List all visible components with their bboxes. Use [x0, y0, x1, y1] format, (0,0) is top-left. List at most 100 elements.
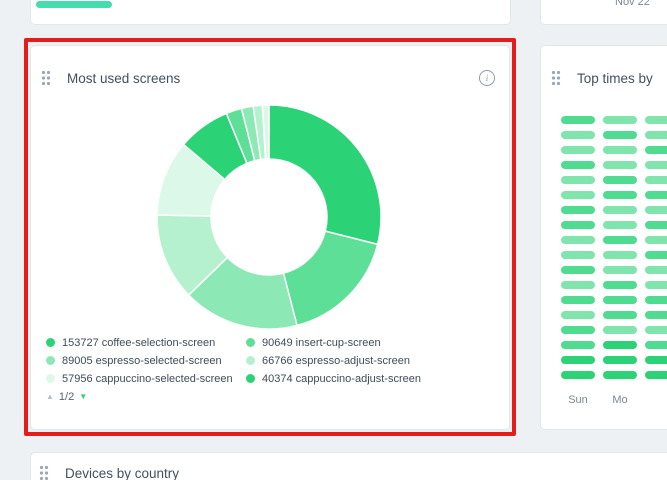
- devices-by-country-card: Devices by country: [30, 452, 667, 480]
- punchcard-cell: [645, 296, 667, 304]
- legend-dot-icon: [246, 356, 255, 365]
- punchcard-cell: [561, 341, 595, 349]
- punchcard-cell: [603, 131, 637, 139]
- punchcard-cell: [603, 221, 637, 229]
- legend-label: 89005 espresso-selected-screen: [62, 354, 222, 367]
- legend-dot-icon: [46, 338, 55, 347]
- legend-dot-icon: [46, 374, 55, 383]
- punchcard-cell: [561, 251, 595, 259]
- punchcard-cell: [561, 371, 595, 379]
- punchcard-cell: [561, 191, 595, 199]
- pagination-label: 1/2: [58, 391, 75, 403]
- donut-segment[interactable]: [261, 104, 270, 160]
- punchcard-cell: [603, 356, 637, 364]
- pagination-up-button[interactable]: ▲: [46, 392, 54, 401]
- punchcard-cell: [645, 131, 667, 139]
- legend-label: 153727 coffee-selection-screen: [62, 336, 216, 349]
- punchcard-cell: [645, 341, 667, 349]
- punchcard-cell: [645, 326, 667, 334]
- card-title: Devices by country: [65, 465, 180, 480]
- card-header: Most used screens i: [31, 46, 509, 86]
- card-header: Devices by country: [31, 453, 667, 480]
- punchcard-cell: [603, 341, 637, 349]
- axis-label: Sun: [568, 394, 588, 406]
- punchcard-cell: [561, 161, 595, 169]
- info-icon[interactable]: i: [479, 70, 495, 86]
- top-times-card: Top times by Sun Mo: [540, 45, 667, 430]
- punchcard-cell: [645, 236, 667, 244]
- punchcard-cell: [561, 221, 595, 229]
- card-title: Most used screens: [67, 70, 181, 86]
- punchcard: Sun Mo: [541, 46, 667, 429]
- punchcard-cell: [561, 266, 595, 274]
- punchcard-cell: [603, 116, 637, 124]
- punchcard-cell: [561, 146, 595, 154]
- punchcard-cell: [603, 161, 637, 169]
- punchcard-cell: [603, 266, 637, 274]
- punchcard-cell: [603, 311, 637, 319]
- legend-dot-icon: [246, 338, 255, 347]
- punchcard-cell: [561, 281, 595, 289]
- punchcard-cell: [561, 236, 595, 244]
- most-used-screens-card: Most used screens i 153727 coffee-select…: [30, 45, 510, 430]
- pagination-down-button[interactable]: ▼: [79, 392, 88, 401]
- progress-bar: [36, 1, 112, 8]
- punchcard-cell: [645, 356, 667, 364]
- card-title: Top times by: [577, 70, 653, 86]
- punchcard-cell: [645, 161, 667, 169]
- legend-item: 89005 espresso-selected-screen: [46, 354, 246, 367]
- drag-handle-icon[interactable]: [39, 465, 49, 480]
- legend-item: 90649 insert-cup-screen: [246, 336, 421, 349]
- punchcard-cell: [561, 206, 595, 214]
- punchcard-cell: [603, 236, 637, 244]
- punchcard-cell: [561, 131, 595, 139]
- drag-handle-icon[interactable]: [41, 70, 51, 86]
- punchcard-cell: [645, 146, 667, 154]
- punchcard-cell: [645, 311, 667, 319]
- donut-legend: 153727 coffee-selection-screen 90649 inse…: [46, 336, 421, 385]
- card-header: Top times by: [541, 46, 667, 86]
- legend-item: 66766 espresso-adjust-screen: [246, 355, 421, 367]
- donut-segment[interactable]: [282, 230, 379, 327]
- punchcard-cell: [603, 206, 637, 214]
- punchcard-cell: [603, 191, 637, 199]
- legend-item: 153727 coffee-selection-screen: [46, 336, 246, 349]
- punchcard-cell: [603, 371, 637, 379]
- punchcard-cell: [603, 251, 637, 259]
- legend-pagination: ▲ 1/2 ▼: [46, 391, 87, 403]
- punch-column: Sun: [561, 116, 595, 406]
- legend-dot-icon: [46, 356, 55, 365]
- legend-label: 40374 cappuccino-adjust-screen: [262, 372, 421, 385]
- punchcard-cell: [645, 266, 667, 274]
- donut-segment[interactable]: [268, 104, 382, 246]
- legend-item: 57956 cappuccino-selected-screen: [46, 372, 246, 385]
- punch-column: Mo: [603, 116, 637, 406]
- punchcard-cell: [561, 326, 595, 334]
- legend-item: 40374 cappuccino-adjust-screen: [246, 372, 421, 385]
- punch-column: [645, 116, 667, 379]
- legend-label: 57956 cappuccino-selected-screen: [62, 372, 233, 385]
- legend-dot-icon: [246, 374, 255, 383]
- punchcard-cell: [561, 176, 595, 184]
- axis-label: Mo: [612, 394, 628, 406]
- drag-handle-icon[interactable]: [551, 70, 561, 86]
- punchcard-cell: [603, 176, 637, 184]
- punchcard-cell: [603, 146, 637, 154]
- punchcard-cell: [561, 296, 595, 304]
- punchcard-cell: [561, 311, 595, 319]
- punchcard-cell: [603, 281, 637, 289]
- punchcard-cell: [645, 176, 667, 184]
- punchcard-cell: [645, 281, 667, 289]
- punchcard-cell: [645, 371, 667, 379]
- punchcard-cell: [645, 116, 667, 124]
- card-top-right-partial: [540, 0, 667, 25]
- punchcard-cell: [645, 221, 667, 229]
- legend-label: 90649 insert-cup-screen: [262, 336, 381, 349]
- punchcard-cell: [645, 251, 667, 259]
- punchcard-cell: [645, 191, 667, 199]
- punchcard-cell: [561, 356, 595, 364]
- donut-chart: [156, 104, 382, 330]
- punchcard-cell: [603, 296, 637, 304]
- date-label: Nov 22: [615, 0, 650, 8]
